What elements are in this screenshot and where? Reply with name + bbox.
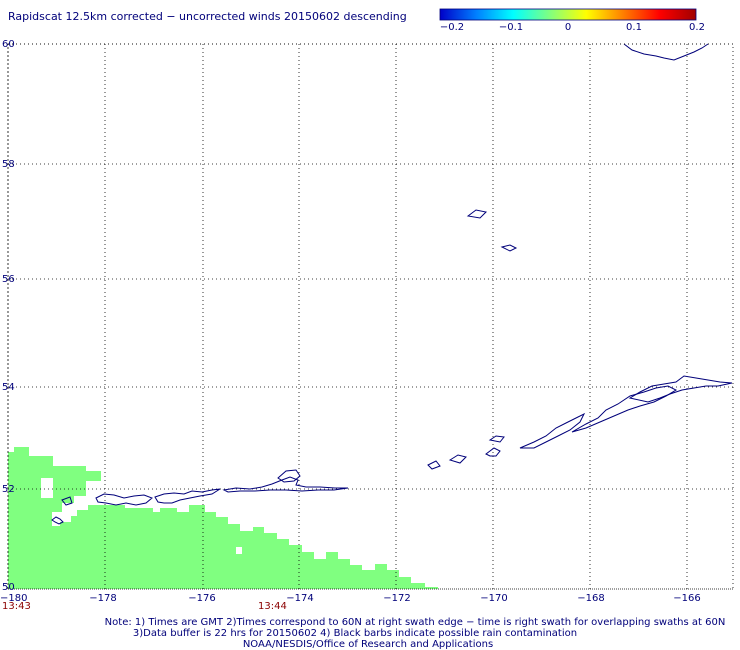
- aleutian-coastline: [222, 476, 349, 493]
- aleutian-coastline: [277, 469, 301, 483]
- data-gap: [41, 478, 53, 498]
- aleutian-coastline: [519, 412, 586, 449]
- coastline: [51, 43, 733, 525]
- map-frame: [7, 43, 734, 590]
- aleutian-coastline: [571, 385, 678, 433]
- lon-label: −174: [286, 593, 313, 604]
- alaska-peninsula-coastline: [628, 375, 733, 403]
- wind-data-swath: [8, 447, 438, 589]
- swath-time: 13:43: [2, 601, 31, 612]
- lon-label: −176: [188, 593, 215, 604]
- data-gap: [236, 547, 242, 554]
- map-background: [8, 44, 733, 589]
- map-title: Rapidscat 12.5km corrected − uncorrected…: [8, 10, 407, 23]
- lat-label: 50: [2, 582, 15, 593]
- lat-label: 60: [2, 39, 15, 50]
- map-border: [7, 43, 734, 590]
- data-gap: [88, 490, 100, 496]
- lon-label: −168: [577, 593, 604, 604]
- lon-label: −178: [89, 593, 116, 604]
- colorbar-gradient: [439, 8, 697, 21]
- island-coastline: [500, 244, 518, 252]
- aleutian-coastline: [485, 447, 501, 457]
- aleutian-coastline: [427, 460, 441, 470]
- colorbar-tick: −0.1: [499, 22, 523, 33]
- lon-label: −170: [480, 593, 507, 604]
- colorbar-tick: −0.2: [440, 22, 464, 33]
- footnote-line: 3)Data buffer is 22 hrs for 20150602 4) …: [133, 628, 577, 639]
- lat-label: 58: [2, 159, 15, 170]
- lon-label: −172: [383, 593, 410, 604]
- lon-label: −180: [0, 593, 27, 604]
- colorbar-tick: 0: [565, 22, 571, 33]
- footnote-line: NOAA/NESDIS/Office of Research and Appli…: [243, 639, 493, 650]
- colorbar-tick: 0.1: [626, 22, 642, 33]
- lat-label: 54: [2, 382, 15, 393]
- map-grid: [7, 43, 733, 590]
- aleutian-coastline: [448, 454, 467, 464]
- lat-label: 56: [2, 274, 15, 285]
- latitude-labels: 60 58 56 54 52 50: [2, 39, 15, 593]
- aleutian-coastline: [61, 496, 73, 506]
- aleutian-coastline: [154, 488, 221, 504]
- footnote-line: Note: 1) Times are GMT 2)Times correspon…: [105, 617, 726, 628]
- lat-label: 52: [2, 484, 15, 495]
- aleutian-coastline: [51, 516, 64, 525]
- aleutian-coastline: [488, 435, 505, 443]
- longitude-labels: −180 −178 −176 −174 −172 −170 −168 −166: [0, 593, 701, 604]
- swath-time: 13:44: [258, 601, 287, 612]
- island-coastline: [466, 209, 488, 219]
- colorbar: −0.2 −0.1 0 0.1 0.2: [439, 8, 705, 33]
- colorbar-tick: 0.2: [689, 22, 705, 33]
- lon-label: −166: [673, 593, 700, 604]
- alaska-mainland-coastline: [623, 43, 709, 61]
- aleutian-coastline: [95, 493, 153, 506]
